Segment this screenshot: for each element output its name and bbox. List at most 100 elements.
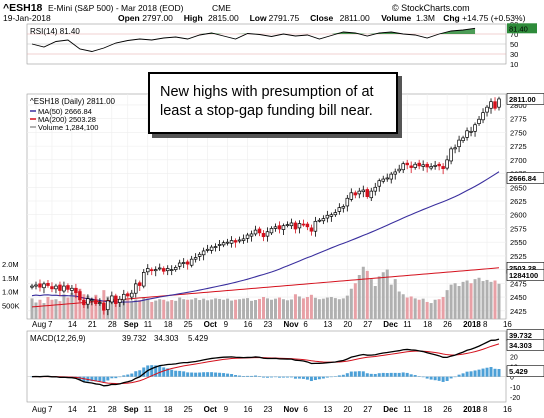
- macd-hist-bar: [186, 372, 190, 377]
- volume-bar: [202, 298, 206, 319]
- candle-body: [173, 267, 178, 270]
- macd-tick-0: 0: [510, 375, 514, 382]
- macd-hist-bar: [385, 373, 389, 377]
- x-tick-bottom-13: Nov: [283, 405, 299, 414]
- volume-bar: [477, 277, 481, 319]
- macd-hist-bar: [289, 376, 293, 378]
- volume-bar: [349, 288, 353, 319]
- candle-body: [98, 302, 102, 304]
- volume-value-label-box: [506, 269, 544, 281]
- x-tick-price-7: 18: [164, 320, 173, 329]
- volume-bar: [457, 286, 461, 319]
- volume-bar: [230, 300, 234, 319]
- macd-hist-bar: [238, 375, 242, 377]
- macd-hist-bar: [194, 372, 198, 377]
- x-tick-bottom-12: 23: [263, 405, 272, 414]
- macd-hist-bar: [118, 376, 122, 378]
- volume-tick-2: 1.0M: [2, 288, 19, 297]
- volume-bar: [333, 298, 337, 319]
- candle-body: [413, 163, 417, 168]
- macd-hist-bar: [317, 376, 321, 380]
- candle-body: [321, 218, 326, 222]
- watermark-text: © StockCharts.com: [392, 3, 470, 13]
- macd-legend-macd: 39.732: [122, 334, 147, 343]
- price-tick-2525: 2525: [510, 252, 527, 261]
- volume-bar: [297, 296, 301, 319]
- macd-hist-bar: [313, 376, 317, 381]
- candle-body: [333, 212, 338, 216]
- candle-body: [401, 163, 405, 171]
- volume-bar: [265, 298, 269, 319]
- candle-body: [237, 239, 242, 242]
- macd-hist-bar: [405, 372, 409, 377]
- macd-hist-bar: [202, 372, 206, 377]
- macd-hist-bar: [337, 375, 341, 377]
- header-value-5: +14.75 (+0.53%): [462, 13, 525, 23]
- volume-bar: [493, 280, 497, 319]
- candle-body: [301, 223, 306, 226]
- volume-bar: [277, 297, 281, 319]
- candle-body: [205, 248, 210, 251]
- macd-hist-bar: [134, 371, 138, 377]
- macd-tick--20: -20: [510, 395, 520, 402]
- volume-bar: [321, 298, 325, 319]
- candle-body: [197, 253, 202, 257]
- x-tick-bottom-20: 18: [423, 405, 432, 414]
- macd-hist-bar: [449, 376, 453, 379]
- x-tick-bottom-24: 16: [503, 405, 512, 414]
- x-tick-price-6: 11: [144, 320, 153, 329]
- candle-body: [465, 130, 469, 138]
- macd-hist-bar: [218, 372, 222, 377]
- volume-bar: [190, 299, 194, 319]
- macd-hist-bar: [393, 372, 397, 377]
- macd-hist-bar: [110, 376, 114, 379]
- volume-bar: [269, 299, 273, 319]
- candle-body: [217, 244, 222, 246]
- macd-hist-bar: [453, 376, 457, 378]
- volume-bar: [293, 294, 297, 319]
- macd-hist-bar: [90, 376, 94, 382]
- rsi-value-label: 81.40: [509, 24, 528, 33]
- x-tick-bottom-18: Dec: [383, 405, 398, 414]
- x-tick-price-11: 16: [244, 320, 253, 329]
- volume-bar: [285, 300, 289, 319]
- volume-bar: [78, 288, 82, 319]
- x-tick-price-17: 27: [363, 320, 372, 329]
- macd-hist-bar: [281, 376, 285, 378]
- volume-tick-1: 1.5M: [2, 274, 19, 283]
- macd-panel-frame: [26, 330, 507, 403]
- volume-bar: [254, 300, 258, 319]
- volume-bar: [397, 291, 401, 319]
- volume-bar: [134, 299, 138, 319]
- ma200-line: [31, 267, 500, 308]
- candle-body: [273, 226, 278, 229]
- volume-bar: [50, 299, 54, 319]
- header-value-4: 1.3M: [416, 13, 435, 23]
- symbol-text: ^ESH18: [3, 2, 43, 14]
- macd-hist-bar: [258, 376, 262, 377]
- candle-body: [445, 159, 449, 169]
- macd-hist-bar: [277, 376, 281, 378]
- macd-hist-bar: [333, 376, 337, 377]
- volume-tick-3: 500K: [2, 301, 20, 310]
- price-tick-2775: 2775: [510, 115, 527, 124]
- volume-tick-0: 2.0M: [2, 260, 19, 269]
- x-tick-price-19: 11: [403, 320, 412, 329]
- macd-hist-bar: [341, 374, 345, 377]
- x-tick-price-8: 25: [184, 320, 193, 329]
- volume-bar: [309, 294, 313, 319]
- candle-body: [397, 168, 401, 172]
- macd-hist-bar: [114, 376, 118, 379]
- candle-body: [213, 246, 218, 248]
- candle-body: [38, 283, 42, 288]
- candle-body: [385, 177, 389, 180]
- volume-bar: [262, 297, 266, 319]
- header-value-3: 2811.00: [340, 13, 370, 23]
- candle-body: [189, 258, 194, 266]
- candle-body: [62, 285, 66, 292]
- candle-body: [86, 298, 90, 305]
- x-tick-price-1: 7: [48, 320, 53, 329]
- hist-value-label-box: [506, 365, 544, 377]
- price-tick-2475: 2475: [510, 279, 527, 288]
